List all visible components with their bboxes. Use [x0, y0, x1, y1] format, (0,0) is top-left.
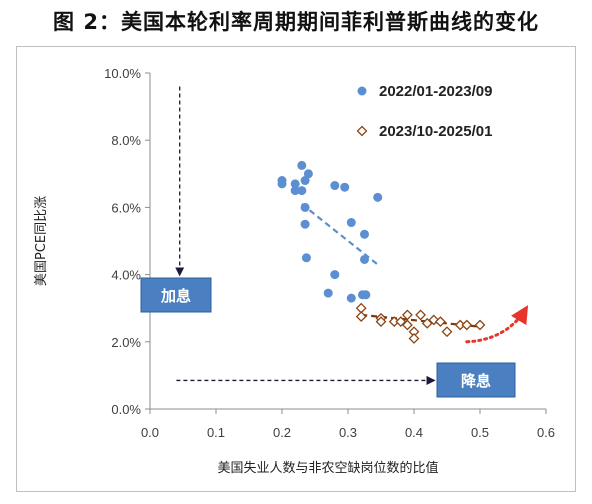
point-series-1: [301, 253, 311, 263]
y-tick-label: 6.0%: [111, 200, 141, 215]
point-series-1: [373, 192, 383, 202]
point-series-1: [277, 179, 287, 189]
point-series-1: [290, 186, 300, 196]
point-series-2: [355, 311, 367, 323]
legend: 2022/01-2023/09 2023/10-2025/01: [356, 83, 492, 140]
trendline-series-1: [301, 203, 379, 266]
x-tick-labels: 0.0 0.1 0.2 0.3 0.4 0.5 0.6: [141, 409, 555, 440]
y-tick-label: 8.0%: [111, 133, 141, 148]
point-series-1: [346, 218, 356, 228]
rate-cut-label: 降息: [461, 372, 491, 390]
point-series-1: [330, 270, 340, 280]
rate-hike-label: 加息: [160, 287, 191, 305]
point-series-1: [340, 182, 350, 192]
point-series-2: [421, 317, 433, 329]
legend-diamond-icon: [356, 125, 368, 137]
x-tick-label: 0.5: [471, 425, 489, 440]
data-points: [277, 160, 486, 344]
x-tick-label: 0.2: [273, 425, 291, 440]
point-series-2: [415, 309, 427, 321]
point-series-2: [408, 333, 420, 344]
x-axis-title: 美国失业人数与非农空缺岗位数的比值: [217, 460, 438, 476]
trendlines: [301, 203, 481, 328]
point-series-2: [434, 316, 446, 328]
point-series-1: [297, 186, 307, 196]
point-series-2: [401, 319, 413, 331]
page-title: 图 2：美国本轮利率周期期间菲利普斯曲线的变化: [53, 10, 539, 34]
legend-label-series-1: 2022/01-2023/09: [379, 83, 492, 100]
point-series-1: [290, 179, 300, 189]
point-series-2: [441, 326, 453, 338]
chart-frame: 0.0% 2.0% 4.0% 6.0% 8.0% 10.0% 0.0 0.1 0.2 0.3 0.…: [16, 46, 576, 492]
point-series-2: [401, 309, 413, 321]
point-series-1: [330, 181, 340, 191]
legend-label-series-2: 2023/10-2025/01: [379, 123, 492, 140]
trend-up-arrow: [465, 305, 529, 344]
point-series-1: [346, 293, 356, 303]
x-tick-label: 0.3: [339, 425, 357, 440]
x-tick-label: 0.6: [537, 425, 555, 440]
y-tick-labels: 0.0% 2.0% 4.0% 6.0% 8.0% 10.0%: [104, 66, 150, 417]
rate-cut-box: [436, 362, 516, 398]
legend-circle-icon: [357, 86, 367, 96]
x-tick-label: 0.4: [405, 425, 423, 440]
point-series-2: [461, 319, 473, 331]
scatter-chart: 0.0%2.0%4.0%6.0%8.0%10.0% 0.0 0.1 0.2 0.3 0.…: [34, 66, 555, 476]
y-axis-title: 美国PCE同比涨: [34, 196, 49, 286]
point-series-1: [303, 169, 313, 179]
y-tick-label: 2.0%: [111, 335, 141, 350]
point-series-1: [360, 254, 369, 264]
point-series-1: [300, 219, 310, 229]
point-series-1: [360, 229, 369, 239]
point-series-1: [323, 288, 333, 298]
legend-item-series-1: 2022/01-2023/09: [357, 83, 492, 100]
point-series-2: [395, 316, 407, 328]
rate-hike-box: [140, 277, 212, 313]
y-tick-label: 10.0%: [104, 66, 141, 81]
point-series-1: [300, 202, 310, 212]
x-tick-label: 0.1: [207, 425, 225, 440]
y-tick-label: 4.0%: [111, 268, 141, 283]
y-tick-label: 0.0%: [111, 402, 141, 417]
point-series-1: [361, 290, 371, 300]
point-series-1: [300, 176, 310, 186]
point-series-2: [474, 319, 486, 331]
point-series-1: [297, 160, 307, 170]
legend-item-series-2: 2023/10-2025/01: [356, 123, 492, 140]
point-series-2: [375, 316, 387, 328]
x-tick-label: 0.0: [141, 425, 159, 440]
